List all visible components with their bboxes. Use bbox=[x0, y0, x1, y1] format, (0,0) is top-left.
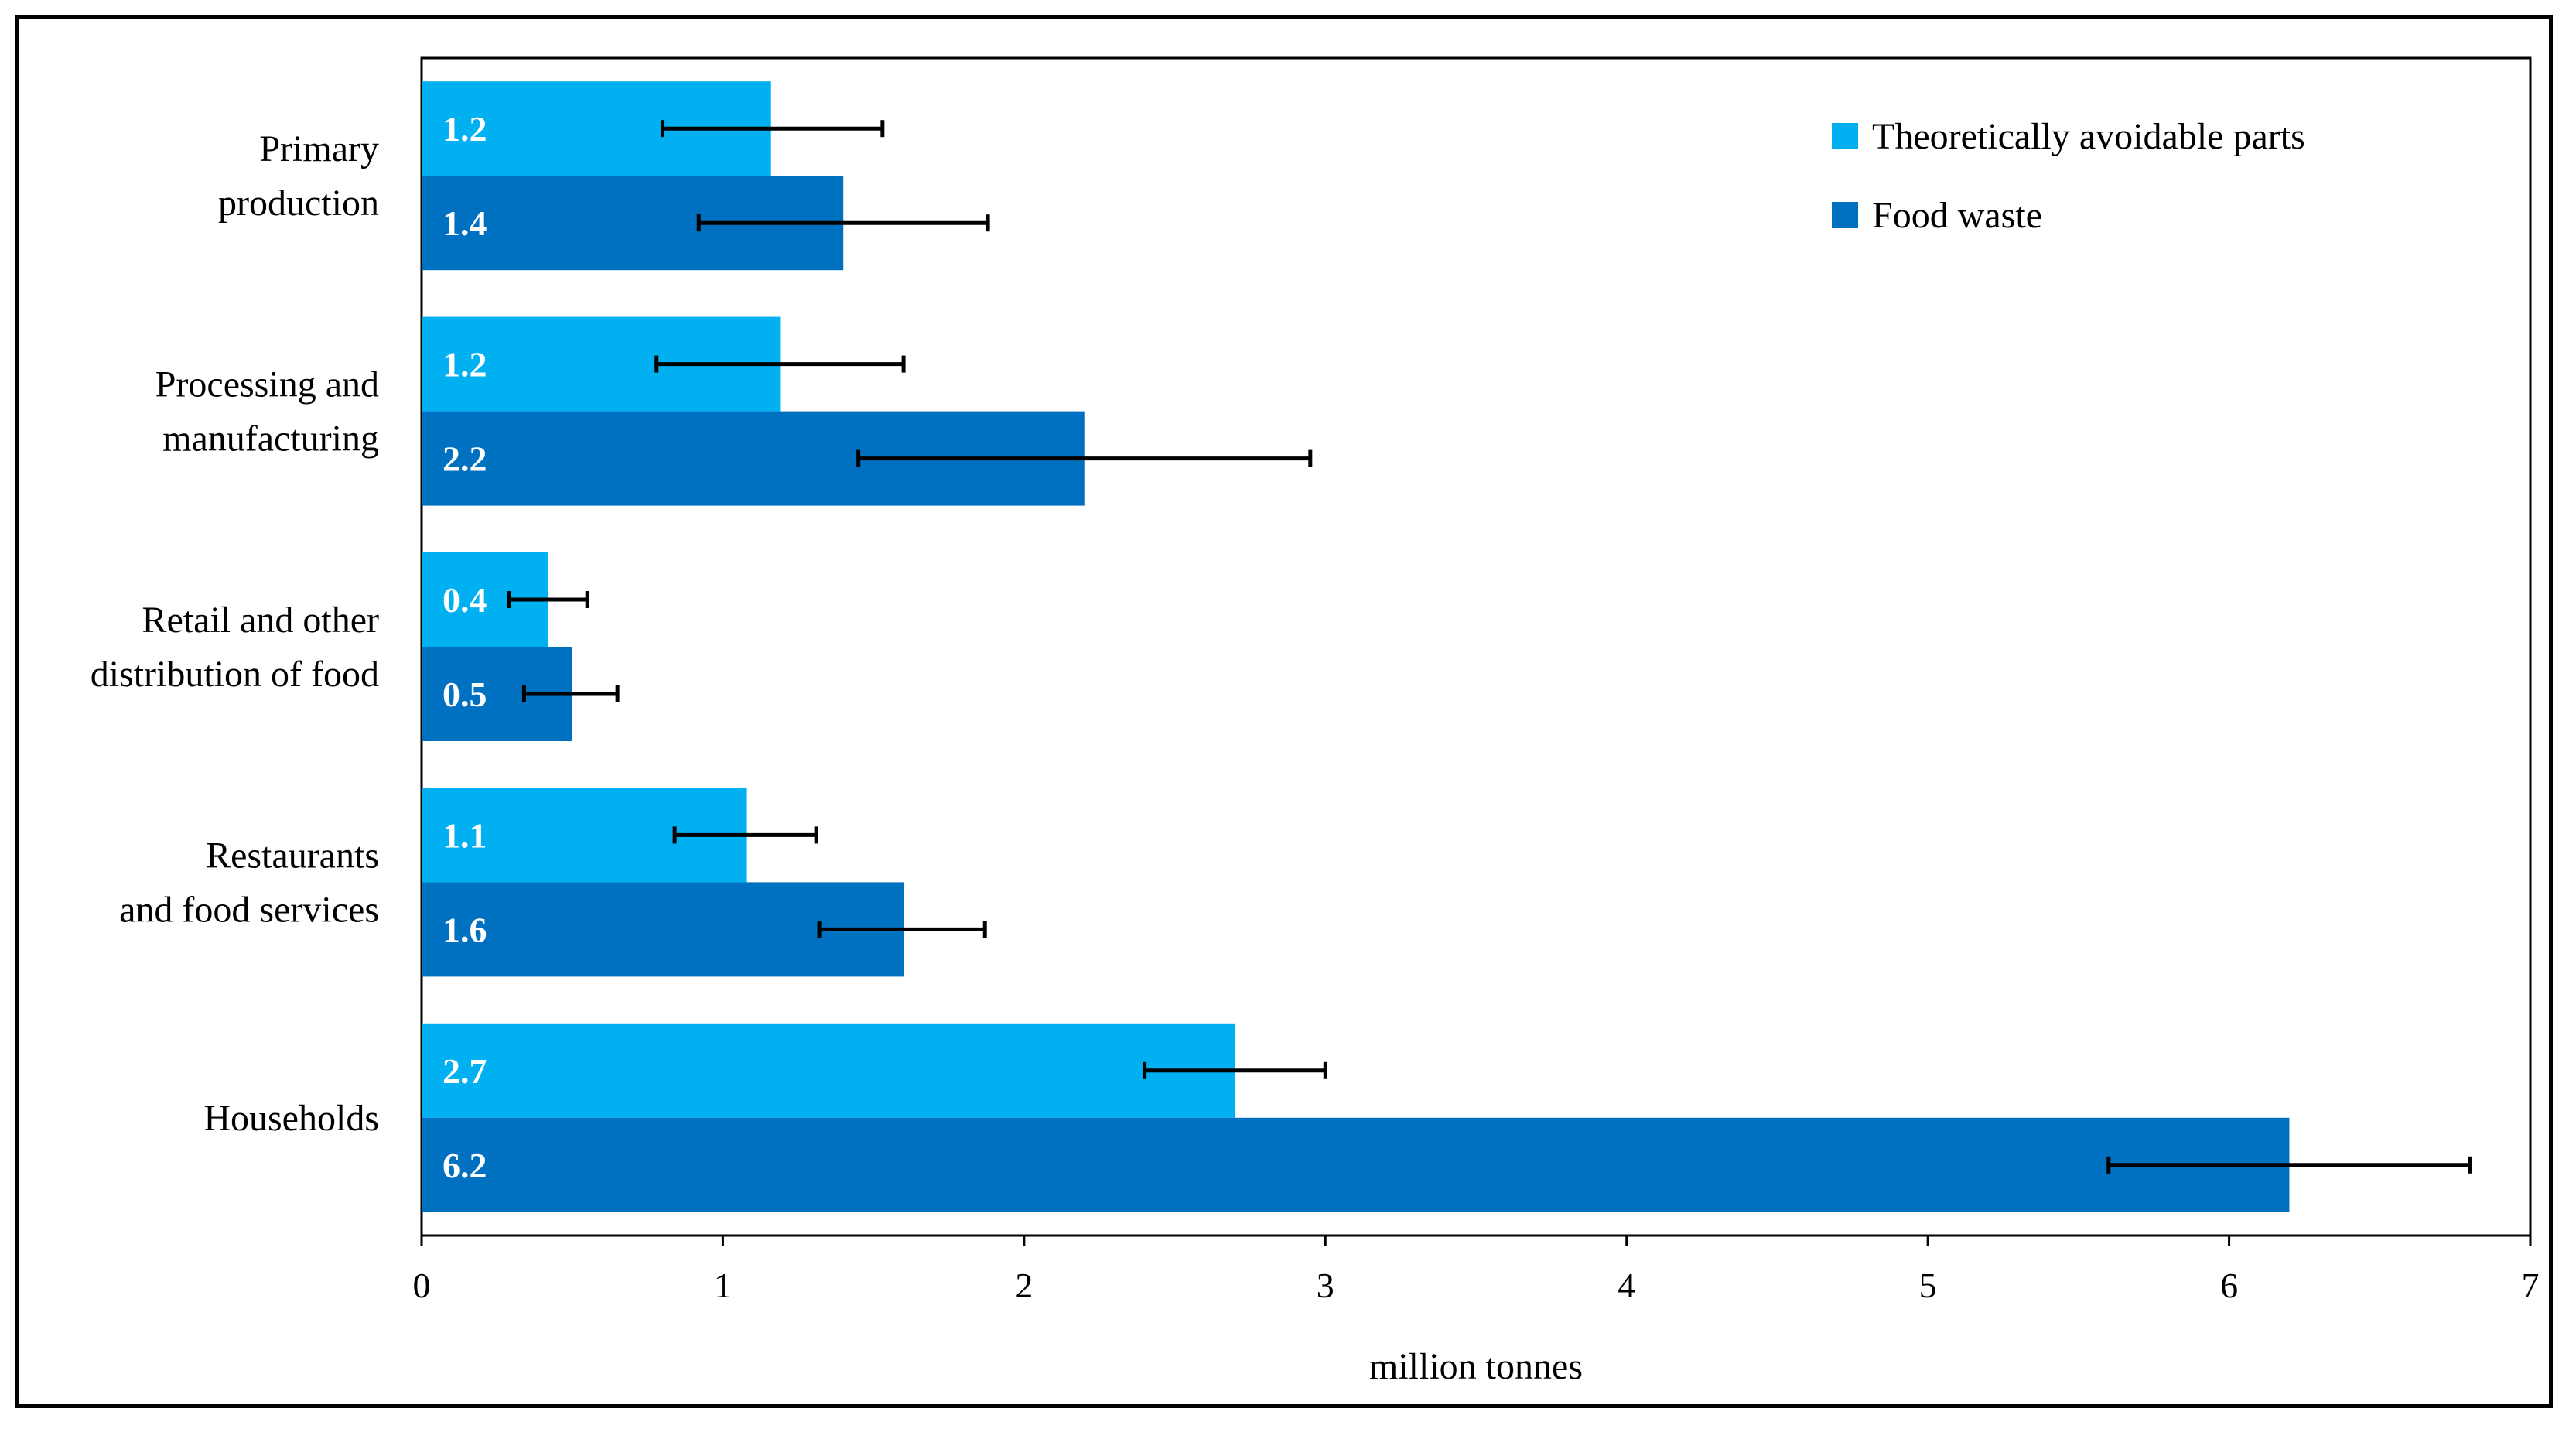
data-label: 6.2 bbox=[442, 1146, 487, 1185]
category-label: Retail and other distribution of food bbox=[91, 600, 379, 695]
category-label-line: Processing and bbox=[155, 364, 379, 405]
category-label-line: Restaurants bbox=[206, 835, 379, 876]
category-label-line: Households bbox=[203, 1098, 379, 1139]
bar-food-waste-4 bbox=[422, 1117, 2290, 1212]
category-label: Primary production bbox=[218, 128, 379, 224]
data-label: 0.5 bbox=[442, 675, 487, 714]
x-tick-label: 5 bbox=[1919, 1266, 1937, 1305]
x-axis-title: million tonnes bbox=[1369, 1346, 1583, 1387]
data-label: 1.2 bbox=[442, 345, 487, 384]
x-tick-label: 4 bbox=[1618, 1266, 1635, 1305]
legend-swatch-food-waste bbox=[1832, 202, 1858, 228]
data-label: 0.4 bbox=[442, 580, 487, 620]
legend: Theoretically avoidable parts Food waste bbox=[1832, 116, 2305, 236]
bar-avoidable-4 bbox=[422, 1023, 1235, 1118]
x-tick-label: 0 bbox=[413, 1266, 431, 1305]
category-label: Restaurants and food services bbox=[119, 835, 379, 930]
category-label-line: and food services bbox=[119, 889, 379, 930]
category-labels-group: Primary production Processing and manufactu… bbox=[91, 128, 379, 1139]
x-tick-label: 2 bbox=[1015, 1266, 1033, 1305]
category-label-line: Primary bbox=[259, 128, 379, 169]
data-label: 1.6 bbox=[442, 910, 487, 949]
data-label: 1.1 bbox=[442, 815, 487, 855]
legend-swatch-avoidable bbox=[1832, 123, 1858, 149]
category-label-line: Retail and other bbox=[142, 600, 379, 641]
data-label: 2.7 bbox=[442, 1051, 487, 1091]
chart-frame bbox=[15, 15, 2553, 1408]
x-tick-label: 6 bbox=[2220, 1266, 2238, 1305]
x-tick-label: 7 bbox=[2522, 1266, 2540, 1305]
category-label: Processing and manufacturing bbox=[155, 364, 379, 460]
data-labels-group: 1.2 1.4 1.2 2.2 0.4 0.5 1.1 1.6 2.7 6.2 bbox=[442, 109, 487, 1185]
category-label-line: manufacturing bbox=[162, 419, 379, 460]
error-bars-group bbox=[507, 120, 2472, 1174]
data-label: 1.2 bbox=[442, 109, 487, 149]
data-label: 1.4 bbox=[442, 203, 487, 243]
x-tick-label: 3 bbox=[1317, 1266, 1334, 1305]
bars-group bbox=[422, 81, 2290, 1212]
legend-label-avoidable: Theoretically avoidable parts bbox=[1872, 116, 2305, 157]
category-label-line: distribution of food bbox=[91, 654, 379, 695]
data-label: 2.2 bbox=[442, 439, 487, 479]
category-label-line: production bbox=[218, 183, 379, 224]
category-label: Households bbox=[203, 1098, 379, 1139]
x-axis: 0 1 2 3 4 5 6 7 bbox=[413, 1235, 2540, 1305]
x-tick-label: 1 bbox=[714, 1266, 732, 1305]
legend-label-food-waste: Food waste bbox=[1872, 195, 2042, 236]
